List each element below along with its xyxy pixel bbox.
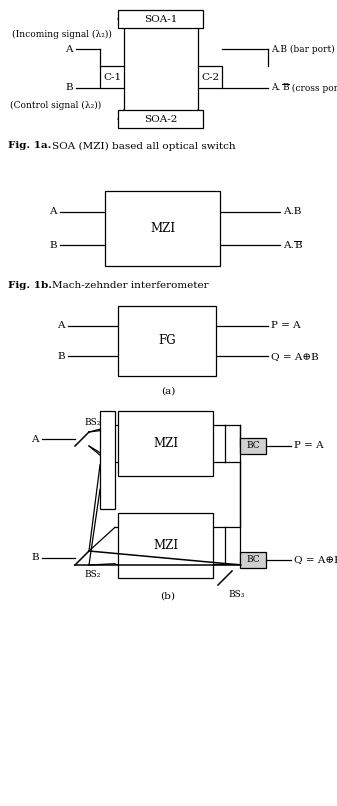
Bar [118,513,213,578]
Text: (a): (a) [161,387,175,396]
Text: (Control signal (λ₂)): (Control signal (λ₂)) [10,101,101,110]
Text: Mach-zehnder interferometer: Mach-zehnder interferometer [52,281,209,290]
Text: B: B [50,240,57,250]
Bar [198,66,222,88]
Text: A.B: A.B [283,207,301,217]
Text: A.: A. [283,240,294,250]
Bar [100,411,115,509]
Text: BS₂: BS₂ [84,570,100,579]
Text: B: B [294,240,302,250]
Text: MZI: MZI [153,539,178,552]
Text: FG: FG [158,334,176,347]
Text: C-2: C-2 [201,73,219,81]
Text: Q = A⊕B: Q = A⊕B [294,555,337,564]
Text: SOA-2: SOA-2 [144,114,177,123]
Text: MZI: MZI [153,437,178,450]
Text: BS₃: BS₃ [228,590,244,599]
Text: B: B [282,84,288,93]
Text: SOA-1: SOA-1 [144,15,177,23]
Bar [240,552,266,568]
Text: P = A: P = A [294,442,324,451]
Text: Fig. 1b.: Fig. 1b. [8,281,52,290]
Text: B: B [31,554,39,563]
Text: B: B [57,352,65,361]
Bar [118,10,203,28]
Bar [240,438,266,454]
Bar [118,110,203,128]
Text: Q = A⊕B: Q = A⊕B [271,352,319,361]
Text: B: B [65,84,73,93]
Bar [100,66,124,88]
Text: A: A [65,44,73,53]
Text: A.: A. [271,84,280,93]
Text: P = A: P = A [271,321,301,330]
Bar [118,411,213,476]
Text: (cross port): (cross port) [290,84,337,93]
Text: A: A [50,207,57,217]
Text: MZI: MZI [150,222,175,235]
Text: BC: BC [246,555,260,564]
Bar [105,191,220,266]
Text: A.B (bar port): A.B (bar port) [271,44,335,53]
Text: BS₂: BS₂ [84,418,100,427]
Text: A: A [31,434,39,443]
Text: (Incoming signal (λ₂)): (Incoming signal (λ₂)) [12,30,112,39]
Text: (b): (b) [160,592,176,600]
Text: SOA (MZI) based all optical switch: SOA (MZI) based all optical switch [52,141,236,151]
Text: Fig. 1a.: Fig. 1a. [8,142,51,151]
Text: A: A [58,321,65,330]
Text: C-1: C-1 [103,73,121,81]
Text: BC: BC [246,442,260,451]
Bar [118,306,216,376]
